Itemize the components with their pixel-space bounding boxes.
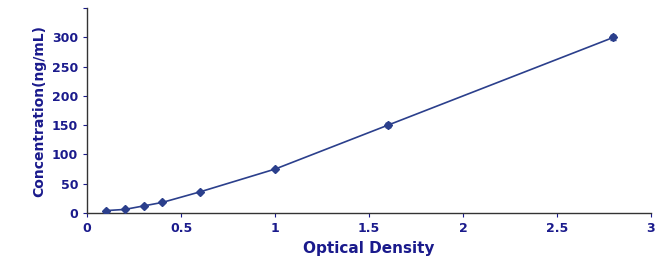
X-axis label: Optical Density: Optical Density [303,241,435,256]
Y-axis label: Concentration(ng/mL): Concentration(ng/mL) [32,25,46,197]
